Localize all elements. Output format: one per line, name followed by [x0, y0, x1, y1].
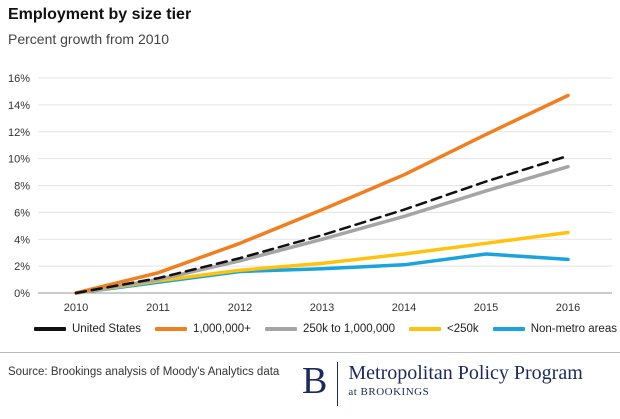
source-note: Source: Brookings analysis of Moody's An… — [8, 366, 280, 378]
line-chart: 0% 2% 4% 6% 8% 10% 12% 14% 16% 2010 2011 2012 2013 2… — [8, 73, 612, 314]
y-tick-label: 4% — [14, 234, 30, 246]
y-tick-label: 6% — [14, 207, 30, 219]
legend-item: <250k — [409, 323, 479, 335]
legend-item: United States — [34, 323, 141, 335]
legend-item: Non-metro areas — [492, 323, 617, 335]
series-line-2 — [74, 164, 570, 295]
y-tick-label: 2% — [14, 261, 30, 273]
legend-item: 1,000,000+ — [155, 323, 251, 335]
legend-label: Non-metro areas — [530, 323, 617, 335]
series-line-0 — [74, 154, 570, 295]
legend-swatch — [409, 327, 442, 331]
legend-swatch — [492, 327, 525, 331]
legend-label: <250k — [447, 323, 479, 335]
x-tick-label: 2014 — [392, 302, 416, 314]
footer-divider — [0, 352, 620, 353]
legend-label: United States — [72, 323, 142, 335]
logo-program-name: Metropolitan Policy Program — [348, 362, 583, 384]
y-tick-label: 14% — [8, 100, 30, 112]
legend-swatch — [264, 327, 297, 331]
logo-mark: B — [302, 362, 339, 406]
y-tick-label: 12% — [8, 127, 30, 139]
y-tick-label: 8% — [14, 181, 30, 193]
legend-swatch — [155, 327, 188, 331]
legend-label: 250k to 1,000,000 — [302, 323, 396, 335]
logo-subtitle: at BROOKINGS — [348, 386, 430, 398]
chart-legend: United States 1,000,000+ 250k to 1,000,000… — [34, 323, 617, 335]
x-tick-label: 2012 — [228, 302, 252, 314]
y-tick-label: 10% — [8, 154, 30, 166]
legend-label: 1,000,000+ — [193, 323, 251, 335]
y-tick-label: 0% — [14, 288, 30, 300]
x-tick-label: 2016 — [556, 302, 580, 314]
series-line-1 — [74, 93, 570, 295]
x-tick-label: 2015 — [474, 302, 498, 314]
chart-title: Employment by size tier — [8, 6, 192, 23]
x-tick-label: 2010 — [64, 302, 88, 314]
legend-item: 250k to 1,000,000 — [264, 323, 396, 335]
x-tick-label: 2011 — [146, 302, 170, 314]
legend-swatch — [34, 327, 66, 331]
y-tick-label: 16% — [8, 73, 30, 85]
x-tick-label: 2013 — [310, 302, 334, 314]
brookings-logo: B Metropolitan Policy Program at BROOKIN… — [302, 362, 583, 406]
chart-subtitle: Percent growth from 2010 — [8, 31, 170, 47]
